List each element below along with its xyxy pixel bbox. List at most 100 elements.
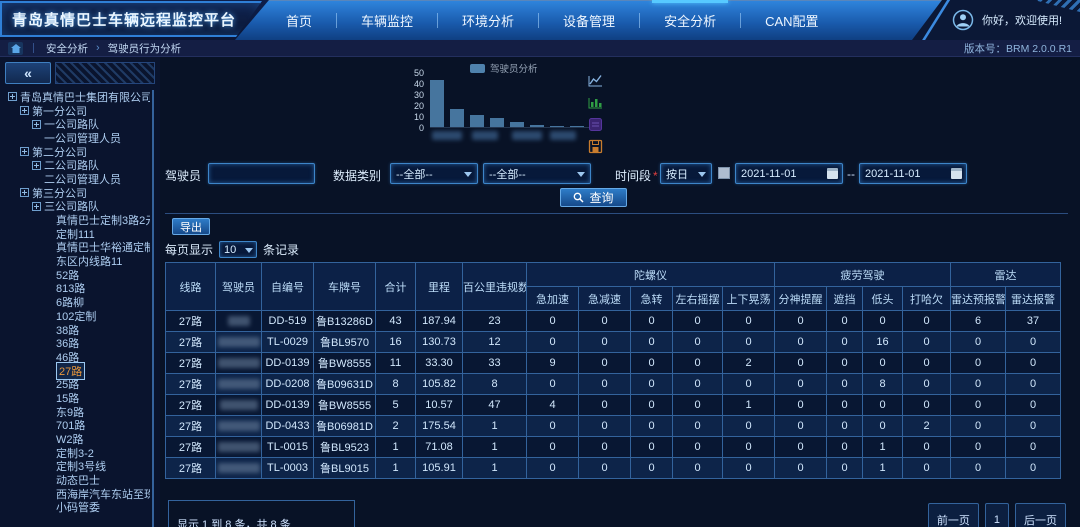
cell-driver	[215, 457, 262, 479]
tree-item[interactable]: 813路	[0, 282, 150, 295]
tree-expand-icon[interactable]	[32, 201, 41, 211]
query-button[interactable]: 查询	[560, 188, 627, 207]
tree-item[interactable]: 真情巴士定制3路2元	[0, 213, 150, 227]
save-image-icon[interactable]	[588, 139, 606, 154]
tree-item[interactable]: 38路	[0, 323, 150, 337]
tree-item[interactable]: 一公司管理人员	[0, 131, 150, 145]
chart-bar[interactable]	[430, 79, 444, 127]
tree-item[interactable]: 动态巴士	[0, 473, 150, 487]
breadcrumb-section[interactable]: 安全分析	[46, 42, 88, 55]
cell-driver	[215, 310, 262, 332]
calendar-icon[interactable]	[951, 168, 962, 179]
period-mode-select[interactable]: 按日	[660, 163, 712, 184]
tree-expand-icon[interactable]	[20, 188, 29, 198]
tree-item[interactable]: 27路	[0, 361, 150, 380]
tree-expand-icon[interactable]	[8, 92, 17, 102]
tree-item[interactable]: 52路	[0, 268, 150, 282]
cell-metric: 1	[862, 457, 904, 479]
tree-item[interactable]: 西海岸汽车东站至珠山	[0, 487, 150, 501]
chart-bar[interactable]	[570, 125, 584, 127]
user-avatar-icon[interactable]	[952, 9, 974, 31]
nav-item-1[interactable]: 首页	[286, 13, 313, 29]
date-checkbox[interactable]	[718, 167, 730, 179]
tree-item[interactable]: 46路	[0, 350, 150, 364]
tree-item[interactable]: 36路	[0, 336, 150, 350]
tree-item[interactable]: 定制3-2	[0, 446, 150, 460]
tree-expand-icon[interactable]	[32, 119, 41, 129]
tree-item[interactable]: 第二分公司	[0, 145, 150, 159]
tree-item[interactable]: 真情巴士华裕通定制	[0, 241, 150, 254]
home-icon[interactable]	[8, 41, 23, 55]
chart-bar[interactable]	[510, 121, 524, 127]
chart-bar[interactable]	[550, 125, 564, 127]
table-row[interactable]: 27路 DD-0139 鲁BW8555 11 33.30 33 9 0 0 0 2 0 0 0 0 0 0	[165, 352, 1062, 374]
calendar-icon[interactable]	[827, 168, 838, 179]
chart-bar[interactable]	[450, 109, 464, 127]
tree-item[interactable]: 25路	[0, 377, 150, 391]
table-row[interactable]: 27路 DD-0139 鲁BW8555 5 10.57 47 4 0 0 0 1 0 0 0 0 0 0	[165, 394, 1062, 416]
cell-plate: 鲁BL9570	[313, 331, 376, 353]
col-distraction: 分神提醒	[774, 286, 828, 311]
data-view-icon[interactable]	[588, 117, 606, 132]
tree-item[interactable]: 东区内线路11	[0, 254, 150, 268]
date-start-input[interactable]: 2021-11-01	[735, 163, 843, 184]
tree-expand-icon[interactable]	[20, 147, 29, 157]
category-select-1[interactable]: --全部--	[390, 163, 478, 184]
tree-item[interactable]: 小码管委	[0, 501, 150, 514]
chart-bar[interactable]	[490, 118, 504, 127]
chart-legend[interactable]: 驾驶员分析	[470, 61, 538, 75]
sidebar-collapse-button[interactable]: «	[5, 62, 51, 84]
cell-metric: 0	[672, 394, 723, 416]
tree-item[interactable]: 第一分公司	[0, 104, 150, 118]
chart-bar[interactable]	[470, 114, 484, 127]
blurred-axis-label	[550, 131, 576, 140]
cell-metric: 0	[721, 436, 776, 458]
nav-item-2[interactable]: 车辆监控	[361, 13, 414, 29]
group-radar: 雷达	[950, 262, 1062, 287]
tree-item[interactable]: 第三分公司	[0, 186, 150, 200]
category-select-2[interactable]: --全部--	[483, 163, 591, 184]
chart-bar[interactable]	[530, 124, 544, 127]
tree-item[interactable]: 定制3号线	[0, 460, 150, 473]
nav-item-4[interactable]: 设备管理	[563, 13, 616, 29]
nav-item-3[interactable]: 环境分析	[462, 13, 515, 29]
table-row[interactable]: 27路 DD-519 鲁B13286D 43 187.94 23 0 0 0 0 0 0 0 0 0 6 37	[165, 310, 1062, 332]
tree-item[interactable]: 701路	[0, 419, 150, 432]
tree-item-label: 102定制	[56, 310, 97, 323]
nav-item-6[interactable]: CAN配置	[765, 13, 819, 29]
table-row[interactable]: 27路 DD-0208 鲁B09631D 8 105.82 8 0 0 0 0 0 0 0 8 0 0 0	[165, 373, 1062, 395]
prev-page-button[interactable]: 前一页	[927, 503, 979, 527]
date-end-input[interactable]: 2021-11-01	[859, 163, 967, 184]
tree-item[interactable]: 三公司路队	[0, 200, 150, 213]
bar-chart-icon[interactable]	[588, 95, 606, 110]
page-size-select[interactable]: 10	[219, 241, 258, 258]
col-total: 合计	[375, 262, 416, 311]
tree-item[interactable]: 102定制	[0, 309, 150, 323]
tree-item[interactable]: 15路	[0, 391, 150, 405]
cell-mileage: 10.57	[415, 394, 463, 416]
tree-item[interactable]: W2路	[0, 432, 150, 446]
table-row[interactable]: 27路 TL-0003 鲁BL9015 1 105.91 1 0 0 0 0 0 0 0 1 0 0 0	[165, 457, 1062, 479]
tree-item[interactable]: 定制111	[0, 227, 150, 241]
next-page-button[interactable]: 后一页	[1015, 503, 1066, 527]
main-content: 驾驶员分析 0 10 20 30 40 50	[160, 57, 1080, 527]
sidebar-scrollbar[interactable]	[152, 90, 154, 527]
tree-item[interactable]: 青岛真情巴士集团有限公司	[0, 90, 150, 104]
user-area[interactable]: 你好，欢迎使用!	[912, 0, 1080, 40]
line-chart-icon[interactable]	[588, 73, 606, 88]
page-number-button[interactable]: 1	[984, 503, 1009, 527]
table-row[interactable]: 27路 DD-0433 鲁B06981D 2 175.54 1 0 0 0 0 0 0 0 0 2 0 0	[165, 415, 1062, 437]
table-row[interactable]: 27路 TL-0015 鲁BL9523 1 71.08 1 0 0 0 0 0 0 0 1 0 0 0	[165, 436, 1062, 458]
export-button[interactable]: 导出	[172, 218, 210, 235]
tree-item[interactable]: 6路柳	[0, 295, 150, 309]
nav-item-5[interactable]: 安全分析	[640, 0, 740, 40]
tree-expand-icon[interactable]	[32, 160, 41, 170]
tree-item[interactable]: 一公司路队	[0, 117, 150, 131]
tree-item[interactable]: 二公司管理人员	[0, 172, 150, 186]
cell-driver	[215, 436, 262, 458]
driver-input[interactable]	[208, 163, 315, 184]
tree-expand-icon[interactable]	[20, 106, 29, 116]
tree-item[interactable]: 二公司路队	[0, 158, 150, 172]
tree-item[interactable]: 东9路	[0, 405, 150, 419]
table-row[interactable]: 27路 TL-0029 鲁BL9570 16 130.73 12 0 0 0 0 0 0 0 16 0 0 0	[165, 331, 1062, 353]
